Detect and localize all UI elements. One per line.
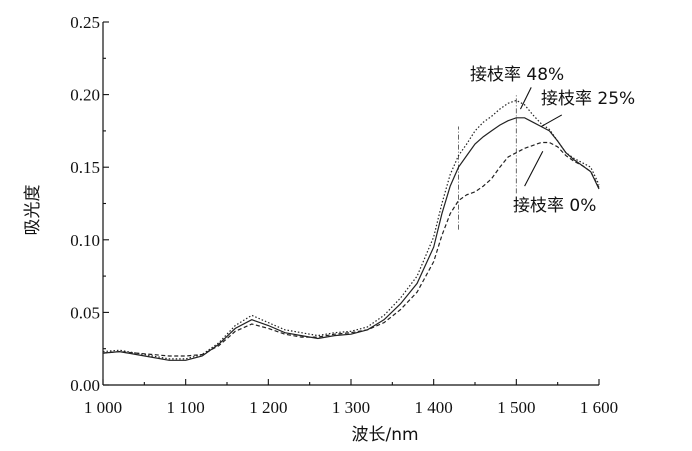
x-axis-ticks: 1 000 1 100 1 200 1 300 1 400 1 500 1 600 — [84, 379, 618, 417]
series-annotations: 接枝率 48% 接枝率 25% 接枝率 0% — [470, 65, 635, 216]
y-tick-label: 0.20 — [70, 86, 100, 105]
y-tick-label: 0.10 — [70, 231, 100, 250]
y-axis-title: 吸光度 — [23, 185, 43, 236]
x-tick-label: 1 600 — [580, 398, 618, 417]
x-axis-title: 波长/nm — [351, 425, 418, 445]
y-tick-label: 0.05 — [70, 303, 100, 322]
y-tick-label: 0.15 — [70, 158, 100, 177]
annotation-48-percent: 接枝率 48% — [470, 65, 564, 85]
x-tick-label: 1 100 — [167, 398, 205, 417]
y-axis-ticks: 0.00 0.05 0.10 0.15 0.20 0.25 — [70, 13, 109, 395]
x-tick-label: 1 200 — [249, 398, 287, 417]
leader-line-0-percent — [524, 150, 544, 187]
x-tick-label: 1 300 — [332, 398, 370, 417]
y-tick-label: 0.00 — [70, 376, 100, 395]
reference-lines — [458, 94, 517, 230]
series-line — [102, 117, 600, 361]
x-tick-label: 1 000 — [84, 398, 122, 417]
leader-line-48-percent — [519, 87, 532, 110]
annotation-0-percent: 接枝率 0% — [513, 196, 596, 216]
y-tick-label: 0.25 — [70, 13, 100, 32]
x-tick-label: 1 400 — [415, 398, 453, 417]
leader-line-25-percent — [540, 114, 563, 128]
series-line — [102, 141, 600, 357]
x-tick-label: 1 500 — [497, 398, 535, 417]
annotation-25-percent: 接枝率 25% — [541, 89, 635, 109]
series-group — [102, 99, 600, 361]
series-line — [102, 99, 600, 360]
